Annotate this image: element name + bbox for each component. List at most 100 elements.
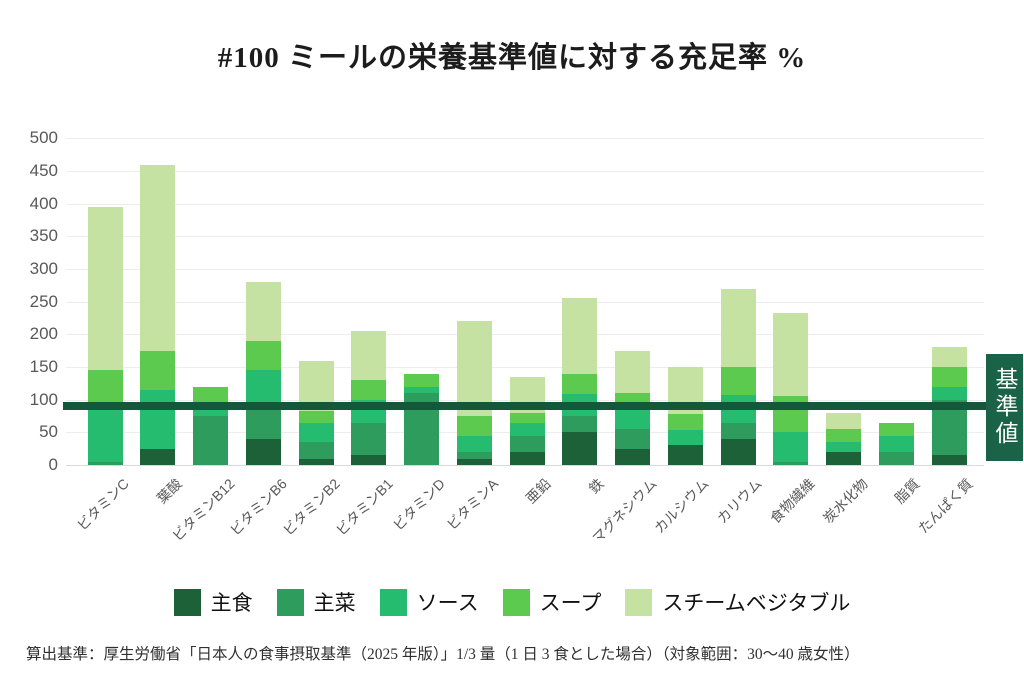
gridline-450 (66, 171, 984, 172)
legend-swatch-icon (173, 588, 201, 616)
stacked-bar (509, 376, 545, 465)
bar-segment (351, 331, 387, 381)
bar-segment (826, 429, 861, 443)
legend-swatch-icon (276, 588, 304, 616)
bar-segment (562, 298, 598, 374)
stacked-bar (140, 164, 176, 465)
bar-segment (456, 458, 492, 465)
reference-value-label: 基準値 (986, 354, 1023, 461)
y-axis-tick-label: 450 (29, 161, 58, 180)
y-axis-tick-label: 50 (39, 422, 58, 442)
stacked-bar (773, 312, 809, 465)
bar-segment (351, 380, 387, 400)
x-axis-category-label: 脂質 (891, 475, 923, 507)
bar-segment (87, 207, 123, 371)
y-axis-tick-label: 100 (29, 389, 58, 409)
gridline-500 (66, 138, 984, 140)
bar-segment (140, 389, 176, 449)
bar-segment (562, 432, 598, 465)
bar-segment (931, 347, 967, 368)
x-axis-category-label: カルシウム (651, 475, 712, 537)
bar-segment (562, 416, 598, 433)
legend-swatch-icon (625, 588, 653, 616)
bar-segment (615, 429, 650, 449)
legend-item-3: スープ (502, 587, 602, 617)
x-axis-category-label: 亜鉛 (522, 475, 554, 507)
bar-segment (878, 435, 914, 452)
stacked-bar (193, 386, 228, 465)
bar-segment (509, 422, 545, 436)
source-note: 算出基準：厚生労働省「日本人の食事摂取基準（2025 年版）」1/3 量（1 日… (26, 646, 860, 663)
x-axis-category-label: ビタミンD (390, 475, 449, 534)
bar-segment (931, 455, 967, 465)
gridline-0 (66, 465, 984, 466)
bar-segment (298, 410, 334, 423)
bar-segment (773, 461, 809, 465)
bar-segment (87, 370, 123, 407)
bar-segment (456, 321, 492, 417)
gridline-200 (66, 334, 984, 336)
bar-segment (720, 288, 756, 368)
y-axis-tick-label: 200 (29, 324, 58, 344)
bar-segment (931, 367, 967, 387)
bar-segment (298, 458, 334, 465)
bar-segment (931, 386, 967, 400)
gridline-350 (66, 236, 984, 238)
stacked-bar (562, 298, 598, 465)
stacked-bar (667, 367, 703, 465)
bar-segment (351, 422, 387, 456)
bar-segment (87, 406, 123, 462)
y-axis-tick-label: 250 (29, 291, 58, 311)
bar-segment (404, 373, 439, 387)
y-axis-tick-label: 500 (29, 128, 58, 148)
bar-segment (140, 164, 176, 351)
bar-segment (826, 412, 861, 430)
bar-segment (404, 386, 439, 394)
bar-segment (245, 282, 281, 341)
bar-segment (773, 312, 809, 397)
bar-segment (245, 406, 281, 439)
x-axis-category-label: ビタミンA (443, 475, 501, 533)
bar-segment (667, 414, 703, 431)
stacked-bar (245, 282, 281, 465)
legend-item-0: 主食 (173, 587, 253, 617)
y-axis-tick-label: 300 (29, 259, 58, 278)
stacked-bar (298, 360, 334, 465)
bar-segment (826, 442, 861, 452)
bar-segment (615, 350, 650, 394)
bar-segment (509, 435, 545, 452)
stacked-bar (878, 422, 914, 465)
bar-segment (720, 422, 756, 439)
bar-segment (562, 373, 598, 395)
stacked-bar (456, 321, 492, 465)
x-axis-category-label: 食物繊維 (766, 475, 818, 527)
y-axis-tick-label: 350 (29, 226, 58, 246)
legend-item-1: 主菜 (276, 587, 356, 617)
y-axis-tick-label: 400 (29, 193, 58, 213)
x-axis-category-label: ビタミンC (73, 475, 132, 534)
legend-label: 主菜 (313, 591, 356, 615)
gridline-400 (66, 203, 984, 205)
legend: 主食 主菜 ソース スープ スチームベジタブル (0, 585, 1024, 619)
stacked-bar (87, 207, 123, 465)
stacked-bar (351, 331, 387, 465)
stacked-bar (404, 373, 439, 465)
x-axis-category-label: 葉酸 (153, 475, 185, 507)
gridline-300 (66, 269, 984, 270)
legend-swatch-icon (502, 588, 530, 616)
stacked-bar (826, 412, 861, 465)
gridline-250 (66, 301, 984, 303)
bar-segment (720, 438, 756, 465)
x-axis-category-label: 鉄 (585, 475, 607, 497)
bar-segment (509, 451, 545, 465)
bar-segment (351, 455, 387, 465)
legend-label: スープ (539, 591, 602, 615)
bar-segment (456, 435, 492, 452)
bar-segment (140, 350, 176, 390)
y-axis-tick-label: 150 (29, 357, 58, 376)
bar-segment (456, 416, 492, 436)
stacked-bar (720, 288, 756, 465)
bar-segment (826, 451, 861, 465)
legend-label: スチームベジタブル (662, 591, 851, 615)
bar-segment (298, 422, 334, 443)
